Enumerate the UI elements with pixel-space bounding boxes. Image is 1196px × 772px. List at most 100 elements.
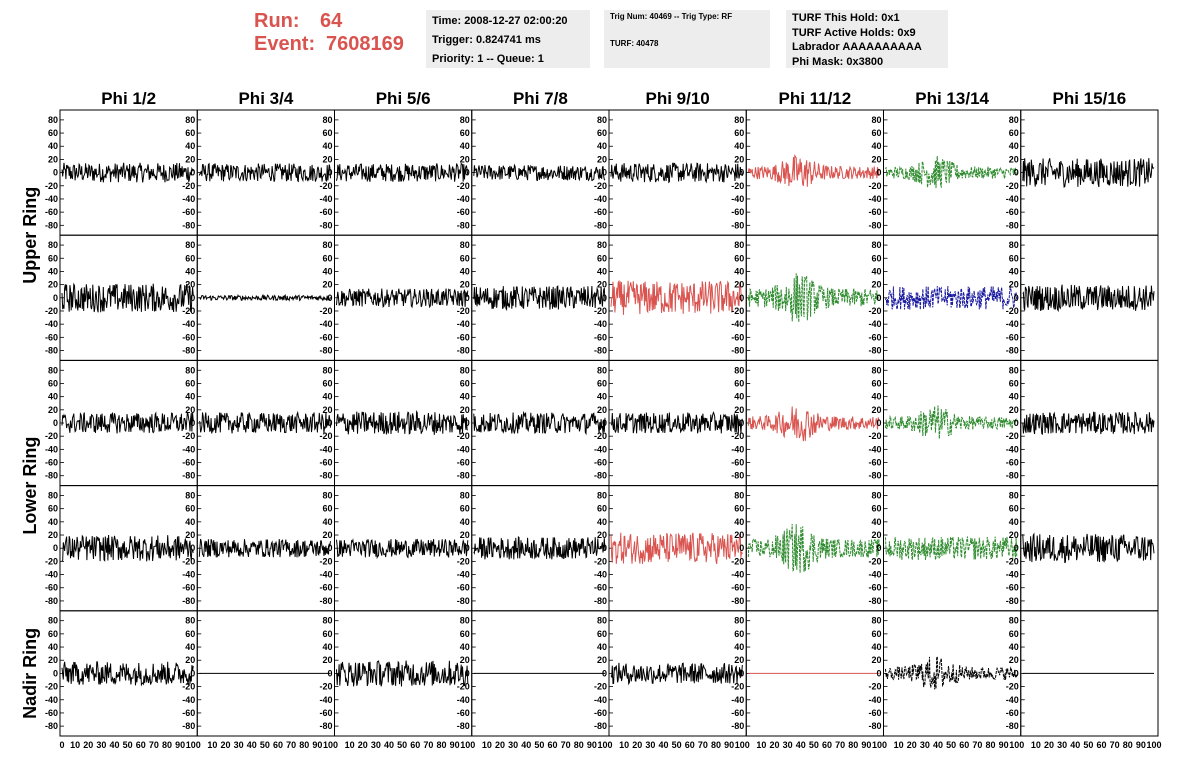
phi-mask-text: Phi Mask: 0x3800 — [792, 55, 884, 68]
waveform-panel: 80 60 40 20 0 -20 -40 -60 -80 — [1006, 610, 1159, 737]
y-tick-label: 20 — [185, 655, 195, 665]
y-tick-label: -60 — [182, 583, 195, 593]
y-tick-label: 80 — [1009, 115, 1019, 125]
y-tick-label: -20 — [594, 431, 607, 441]
x-tick-label: 90 — [861, 740, 871, 750]
waveform-panel: 80 60 40 20 0 -20 -40 -60 -80 — [731, 610, 884, 737]
y-tick-label: -40 — [182, 194, 195, 204]
x-tick-label: 10 — [345, 740, 355, 750]
y-tick-label: -20 — [1006, 306, 1019, 316]
y-tick-label: -60 — [868, 708, 881, 718]
turf-text: TURF: 40478 — [610, 39, 659, 48]
waveform-panel: 80 60 40 20 0 -20 -40 -60 -80 — [319, 109, 473, 236]
y-tick-label: 0 — [602, 168, 607, 178]
waveform-panel: 80 60 40 20 0 -20 -40 -60 -80 — [182, 485, 335, 612]
y-tick-label: 80 — [322, 490, 332, 500]
y-tick-label: 40 — [185, 517, 195, 527]
y-tick-label: -40 — [868, 444, 881, 454]
ring-label: Nadir Ring — [20, 628, 40, 719]
y-tick-label: -60 — [731, 583, 744, 593]
y-tick-label: -60 — [1006, 583, 1019, 593]
x-tick-label: 10 — [619, 740, 629, 750]
y-tick-label: 80 — [322, 115, 332, 125]
panel-frame — [1020, 485, 1159, 612]
y-tick-label: 0 — [1014, 293, 1019, 303]
y-tick-label: -80 — [319, 346, 332, 356]
y-tick-label: 20 — [734, 280, 744, 290]
y-tick-label: 20 — [185, 530, 195, 540]
y-tick-label: 80 — [460, 365, 470, 375]
panel-frame — [608, 234, 747, 361]
y-tick-label: -60 — [182, 207, 195, 217]
y-tick-label: 40 — [734, 517, 744, 527]
y-tick-label: 0 — [876, 668, 881, 678]
y-tick-label: 20 — [48, 655, 58, 665]
y-tick-label: 60 — [185, 253, 195, 263]
y-tick-label: -40 — [319, 319, 332, 329]
x-tick-label: 40 — [796, 740, 806, 750]
y-tick-label: -20 — [868, 431, 881, 441]
y-tick-label: 0 — [876, 543, 881, 553]
time-text: Time: 2008-12-27 02:00:20 — [432, 15, 568, 27]
y-tick-label: 0 — [739, 668, 744, 678]
y-tick-label: -80 — [1006, 471, 1019, 481]
y-tick-label: -80 — [319, 721, 332, 731]
x-tick-label: 50 — [534, 740, 544, 750]
y-tick-label: 0 — [1014, 168, 1019, 178]
y-tick-label: 40 — [1009, 642, 1019, 652]
y-tick-label: 40 — [460, 141, 470, 151]
x-tick-label: 60 — [273, 740, 283, 750]
ring-label: Upper Ring — [20, 187, 40, 284]
waveform-panel: 80 60 40 20 0 -20 -40 -60 -80 — [457, 234, 610, 361]
y-tick-label: 0 — [465, 168, 470, 178]
x-tick-label: 80 — [711, 740, 721, 750]
waveform-panel: 80 60 40 20 0 -20 -40 -60 -80 — [45, 485, 198, 612]
y-tick-label: -80 — [319, 471, 332, 481]
y-tick-label: 80 — [597, 490, 607, 500]
y-tick-label: -40 — [594, 319, 607, 329]
x-tick-label: 90 — [175, 740, 185, 750]
panel-frame — [883, 109, 1022, 236]
x-tick-label: 100 — [872, 740, 887, 750]
waveform-trace — [610, 662, 743, 686]
y-tick-label: -40 — [1006, 695, 1019, 705]
waveform-panel: 80 60 40 20 0 -20 -40 -60 -80 — [594, 359, 747, 487]
waveform-panel: 80 60 40 20 0 -20 -40 -60 -80 — [457, 359, 610, 487]
y-tick-label: -20 — [731, 556, 744, 566]
x-tick-label: 30 — [1057, 740, 1067, 750]
y-tick-label: -80 — [594, 220, 607, 230]
x-tick-label: 70 — [972, 740, 982, 750]
y-tick-label: -20 — [319, 682, 332, 692]
waveform-panel: 80 60 40 20 0 -20 -40 -60 -80 — [594, 485, 747, 612]
y-tick-label: -60 — [731, 708, 744, 718]
waveform-trace — [1022, 284, 1155, 313]
y-tick-label: 40 — [185, 642, 195, 652]
y-tick-label: 80 — [460, 240, 470, 250]
y-tick-label: -40 — [731, 319, 744, 329]
y-tick-label: -20 — [1006, 181, 1019, 191]
y-tick-label: 20 — [322, 154, 332, 164]
y-tick-label: 40 — [871, 642, 881, 652]
y-tick-label: -60 — [45, 332, 58, 342]
x-tick-label: 80 — [436, 740, 446, 750]
x-tick-label: 100 — [460, 740, 475, 750]
y-tick-label: 80 — [48, 490, 58, 500]
y-tick-label: 40 — [322, 517, 332, 527]
waveform-panel: 80 60 40 20 0 -20 -40 -60 -80 — [731, 485, 884, 612]
y-tick-label: 80 — [460, 616, 470, 626]
y-tick-label: 40 — [734, 141, 744, 151]
y-tick-label: 20 — [871, 280, 881, 290]
y-tick-label: 20 — [460, 280, 470, 290]
y-tick-label: 0 — [602, 668, 607, 678]
y-tick-label: 60 — [185, 128, 195, 138]
y-tick-label: -60 — [868, 583, 881, 593]
turf-this-hold-text: TURF This Hold: 0x1 — [792, 12, 900, 24]
y-tick-label: 0 — [1014, 543, 1019, 553]
event-label: Event: — [254, 33, 316, 55]
x-tick-label: 100 — [735, 740, 750, 750]
y-tick-label: 60 — [460, 253, 470, 263]
waveform-panel: 80 60 40 20 0 -20 -40 -60 -80 — [182, 359, 335, 487]
y-tick-label: 60 — [322, 378, 332, 388]
y-tick-label: -60 — [182, 708, 195, 718]
y-tick-label: 20 — [871, 154, 881, 164]
